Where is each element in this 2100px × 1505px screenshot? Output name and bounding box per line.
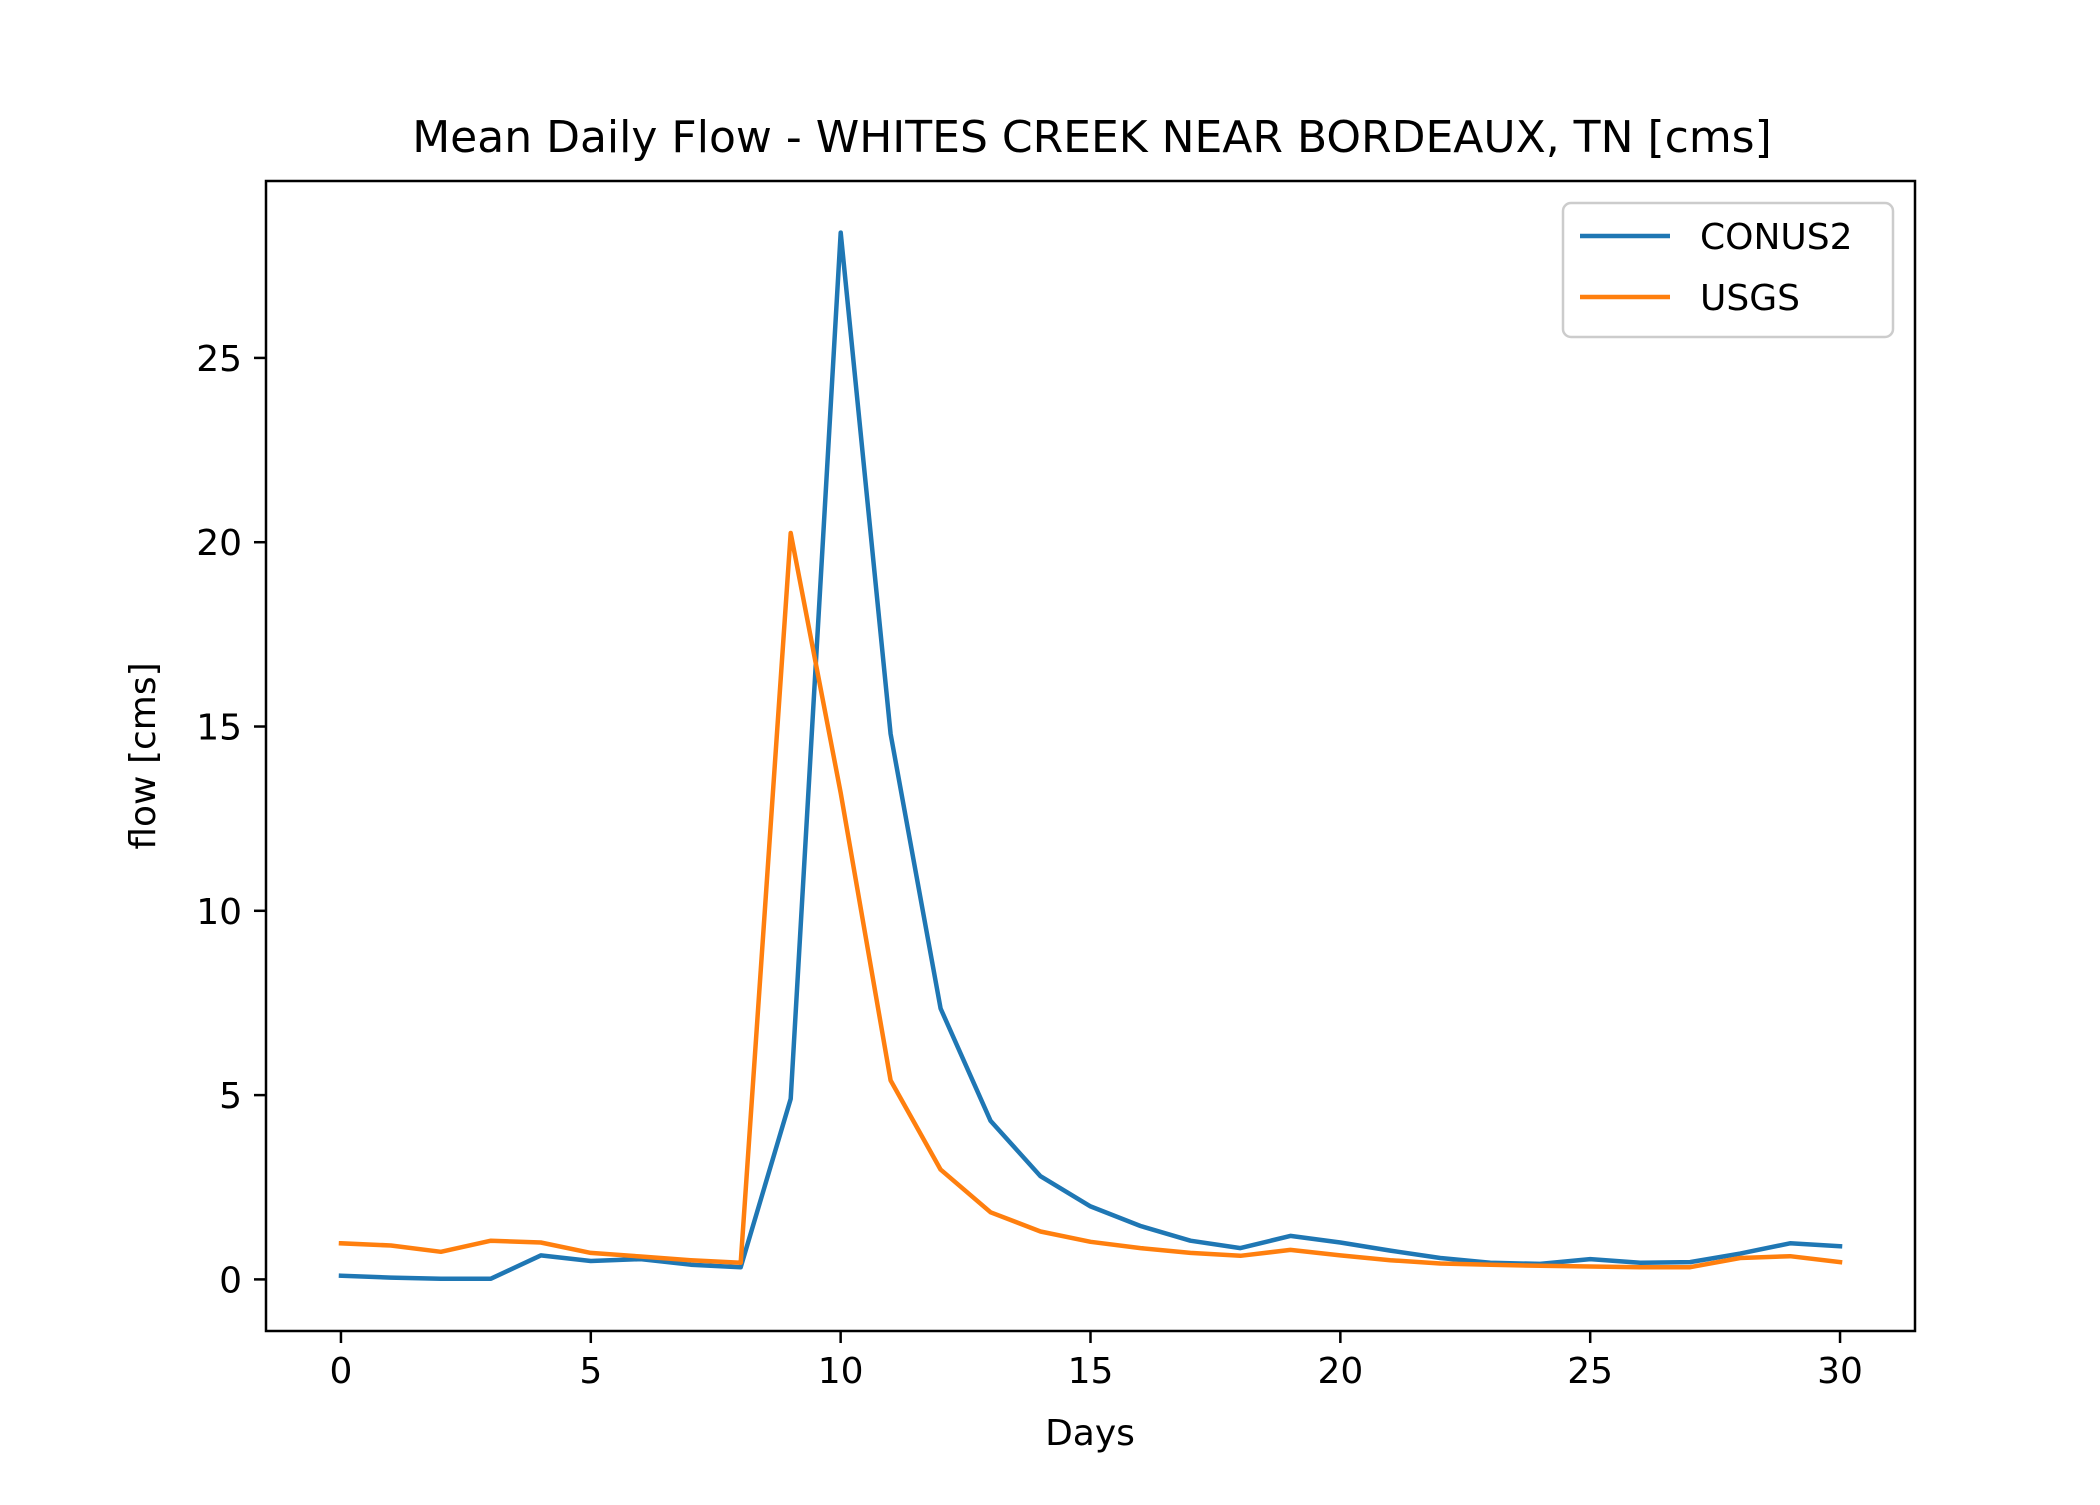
x-tick-label: 5 [579, 1351, 602, 1392]
y-tick-label: 20 [196, 523, 242, 564]
x-axis-label: Days [1045, 1413, 1135, 1454]
y-tick-label: 0 [219, 1260, 242, 1301]
x-tick-label: 15 [1068, 1351, 1114, 1392]
x-tick-label: 0 [330, 1351, 353, 1392]
legend-label-usgs: USGS [1700, 278, 1800, 319]
x-tick-label: 10 [818, 1351, 864, 1392]
legend-label-conus2: CONUS2 [1700, 217, 1853, 258]
legend: CONUS2 USGS [1561, 201, 1895, 339]
y-tick-label: 25 [196, 339, 242, 380]
chart-title: Mean Daily Flow - WHITES CREEK NEAR BORD… [412, 112, 1772, 163]
x-axis: 0 5 10 15 20 25 30 [330, 1331, 1863, 1392]
y-axis-label: flow [cms] [123, 662, 164, 849]
x-tick-label: 20 [1317, 1351, 1363, 1392]
y-tick-label: 15 [196, 708, 242, 749]
y-axis: 0 5 10 15 20 25 [196, 339, 266, 1301]
y-tick-label: 5 [219, 1076, 242, 1117]
series-line-conus2 [338, 230, 1843, 1281]
y-tick-label: 10 [196, 892, 242, 933]
series-layer [338, 230, 1843, 1281]
series-line-usgs [338, 530, 1843, 1270]
x-tick-label: 30 [1817, 1351, 1863, 1392]
x-tick-label: 25 [1567, 1351, 1613, 1392]
